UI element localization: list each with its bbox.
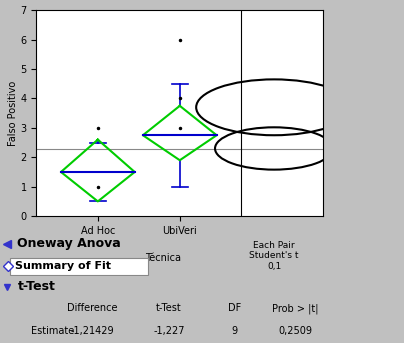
Text: Each Pair
Student's t
0,1: Each Pair Student's t 0,1 xyxy=(249,241,299,271)
Text: Técnica: Técnica xyxy=(145,253,181,263)
Text: t-Test: t-Test xyxy=(156,303,182,314)
Y-axis label: Falso Positivo: Falso Positivo xyxy=(8,81,18,146)
FancyBboxPatch shape xyxy=(10,258,148,275)
Text: Summary of Fit: Summary of Fit xyxy=(15,261,111,271)
Text: Oneway Anova: Oneway Anova xyxy=(17,237,121,250)
Text: Difference: Difference xyxy=(67,303,118,314)
Text: 9: 9 xyxy=(231,326,238,336)
Text: Estimate: Estimate xyxy=(31,326,74,336)
Text: 0,2509: 0,2509 xyxy=(279,326,313,336)
Text: -1,227: -1,227 xyxy=(154,326,185,336)
Text: DF: DF xyxy=(228,303,241,314)
Text: Prob > |t|: Prob > |t| xyxy=(272,303,319,314)
Text: -1,21429: -1,21429 xyxy=(71,326,114,336)
Text: t-Test: t-Test xyxy=(17,280,55,293)
